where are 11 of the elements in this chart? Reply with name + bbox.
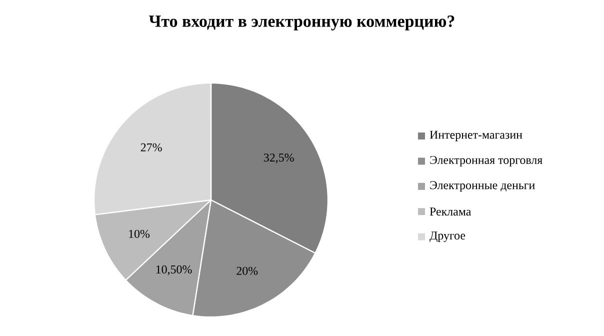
data-label: 32,5% <box>264 154 294 164</box>
legend-label: Интернет-магазин <box>430 130 522 142</box>
legend-label: Электронные деньги <box>430 181 535 192</box>
legend-label: Электронная торговля <box>430 156 542 166</box>
data-label: 10,50% <box>156 265 192 276</box>
data-label: 20% <box>236 266 258 275</box>
legend-label: Другое <box>430 232 466 242</box>
data-label: 10% <box>129 230 150 238</box>
chart-title: Что входит в электронную коммерцию? <box>148 16 454 30</box>
legend-label: Реклама <box>430 208 472 216</box>
data-label: 27% <box>140 143 162 152</box>
